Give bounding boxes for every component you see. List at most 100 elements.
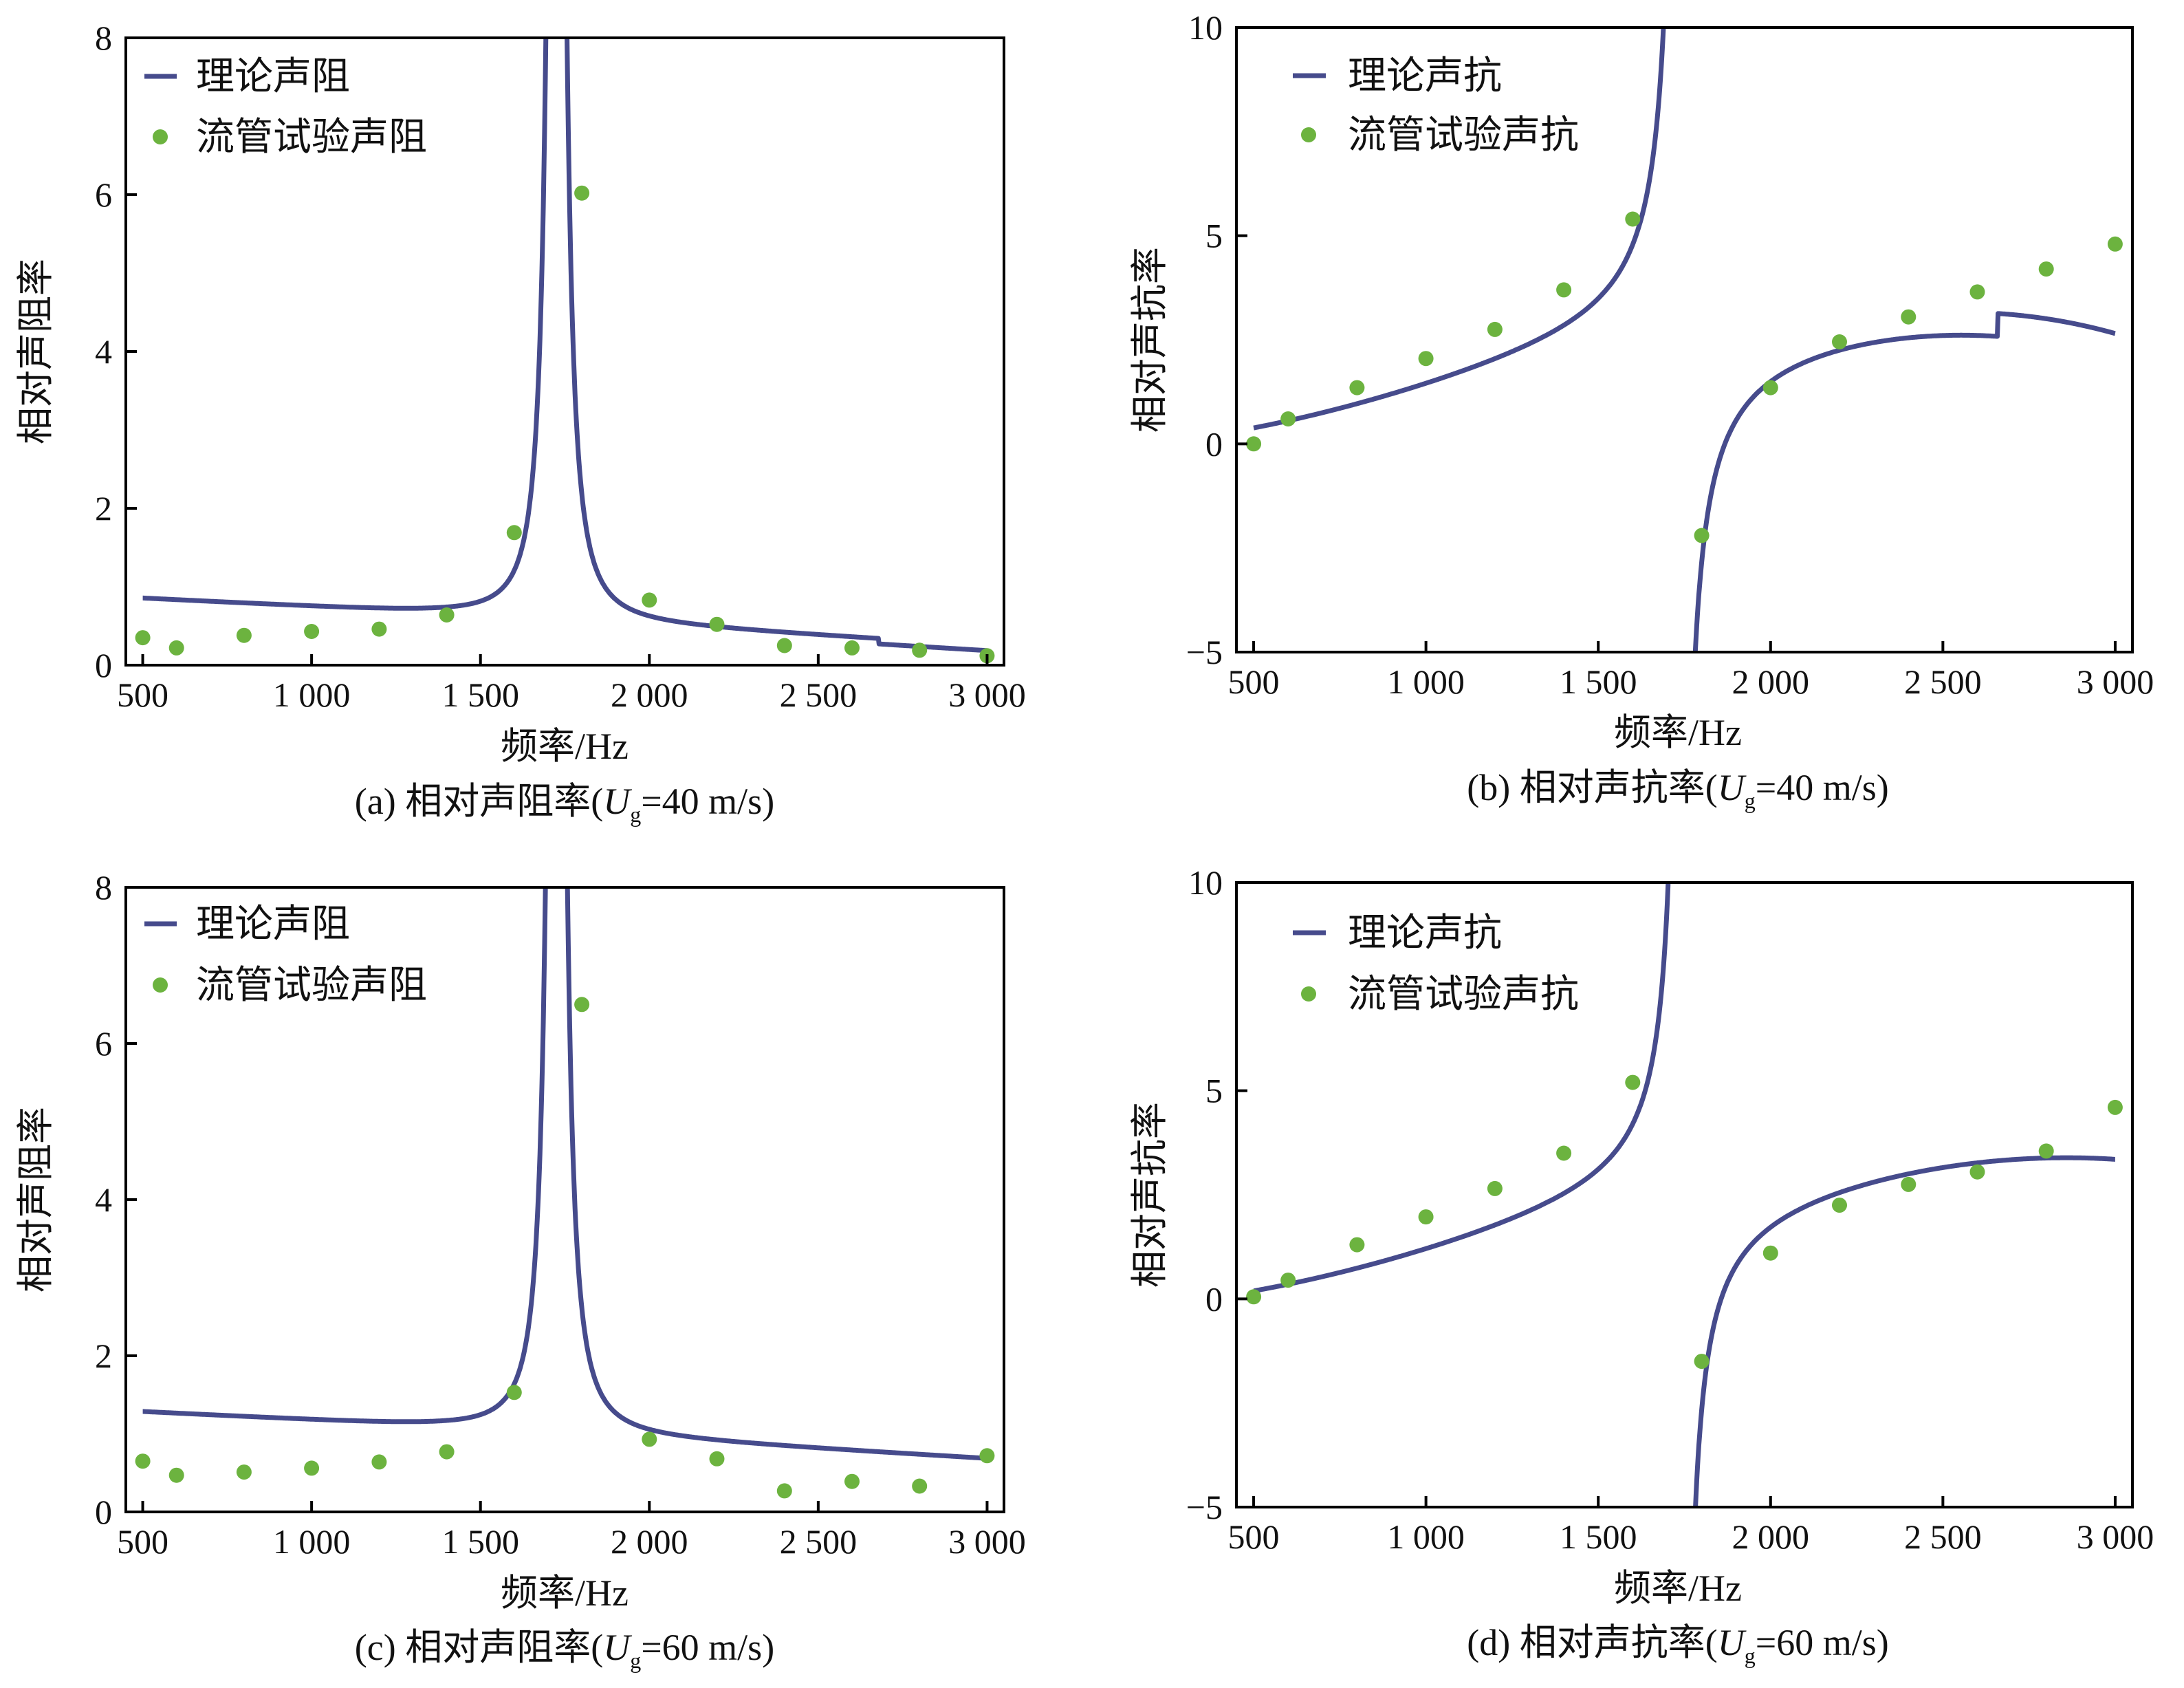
x-tick-label-a-0: 500 xyxy=(117,675,168,714)
experiment-point-a-1 xyxy=(168,640,184,656)
theory-curve-d-seg-1 xyxy=(1693,1155,2117,1507)
x-tick-label-b-4: 2 500 xyxy=(1904,662,1982,701)
y-axis-label-a: 相对声阻率 xyxy=(15,259,56,444)
experiment-point-b-0 xyxy=(1246,436,1262,452)
experiment-point-d-9 xyxy=(1832,1198,1847,1213)
theory-curve-c-seg-0 xyxy=(141,887,989,1461)
x-tick-label-a-4: 2 500 xyxy=(780,675,858,714)
x-tick-label-a-3: 2 000 xyxy=(611,675,688,714)
x-tick-label-d-2: 1 500 xyxy=(1560,1517,1637,1556)
x-tick-label-a-2: 1 500 xyxy=(441,675,519,714)
experiment-point-d-3 xyxy=(1418,1209,1434,1225)
experiment-point-b-7 xyxy=(1694,528,1710,543)
x-tick-label-b-0: 500 xyxy=(1228,662,1280,701)
tick-layer-a: 500 1 000 1 500 2 000 2 500 3 000 0 2 4 6 8 xyxy=(95,19,1026,714)
tick-layer-d: 500 1 000 1 500 2 000 2 500 3 000 −5 0 5 10 xyxy=(1186,863,2154,1556)
caption-c: (c) 相对声阻率(Ug=60 m/s) xyxy=(355,1627,774,1673)
y-tick-label-d-0: −5 xyxy=(1186,1488,1223,1526)
x-tick-label-b-2: 1 500 xyxy=(1560,662,1637,701)
experiment-point-d-10 xyxy=(1901,1176,1917,1192)
y-tick-label-a-3: 6 xyxy=(95,175,112,214)
experiment-point-a-10 xyxy=(776,638,792,653)
x-axis-label-a: 频率/Hz xyxy=(501,726,629,767)
x-tick-label-b-1: 1 000 xyxy=(1387,662,1465,701)
experiment-point-a-8 xyxy=(642,592,657,608)
experiment-point-d-0 xyxy=(1246,1289,1262,1305)
experiment-point-d-1 xyxy=(1280,1273,1296,1288)
y-tick-label-c-3: 6 xyxy=(95,1024,112,1063)
experiment-point-c-8 xyxy=(642,1431,657,1447)
x-tick-label-d-3: 2 000 xyxy=(1732,1517,1810,1556)
y-tick-label-a-2: 4 xyxy=(95,332,112,371)
series-layer-a xyxy=(135,38,995,664)
experiment-point-b-5 xyxy=(1556,282,1572,298)
panel-c: 500 1 000 1 500 2 000 2 500 3 000 0 2 4 6 8 理论声阻 流… xyxy=(15,868,1026,1673)
plot-frame-d xyxy=(1235,881,2134,1508)
experiment-point-c-0 xyxy=(135,1453,151,1469)
experiment-point-c-12 xyxy=(912,1478,928,1494)
experiment-point-b-6 xyxy=(1625,211,1641,227)
x-tick-label-d-4: 2 500 xyxy=(1904,1517,1982,1556)
y-tick-label-c-4: 8 xyxy=(95,868,112,907)
experiment-point-a-4 xyxy=(371,621,387,637)
x-axis-label-d: 频率/Hz xyxy=(1614,1568,1742,1609)
y-tick-label-a-1: 2 xyxy=(95,489,112,528)
legend-theory-label-a: 理论声阻 xyxy=(196,56,350,98)
experiment-point-b-2 xyxy=(1349,380,1365,396)
experiment-point-a-2 xyxy=(236,627,252,643)
y-tick-label-b-1: 0 xyxy=(1205,424,1223,463)
legend-a: 理论声阻 流管试验声阻 xyxy=(144,56,427,159)
x-tick-label-d-0: 500 xyxy=(1228,1517,1280,1556)
experiment-point-c-4 xyxy=(371,1454,387,1470)
legend-experiment-label-d: 流管试验声抗 xyxy=(1348,973,1579,1016)
x-tick-label-a-5: 3 000 xyxy=(948,675,1026,714)
x-tick-label-d-5: 3 000 xyxy=(2077,1517,2154,1556)
panel-a: 500 1 000 1 500 2 000 2 500 3 000 0 2 4 6 8 理论声阻 流… xyxy=(15,19,1026,827)
experiment-point-b-11 xyxy=(1969,284,1985,300)
caption-d: (d) 相对声抗率(Ug=60 m/s) xyxy=(1467,1622,1888,1668)
x-tick-label-c-4: 2 500 xyxy=(780,1522,858,1561)
caption-b: (b) 相对声抗率(Ug=40 m/s) xyxy=(1467,767,1888,813)
y-axis-label-c: 相对声阻率 xyxy=(15,1107,56,1292)
y-axis-label-b: 相对声抗率 xyxy=(1129,247,1170,433)
series-layer-c xyxy=(135,887,995,1499)
experiment-point-c-6 xyxy=(506,1385,522,1400)
experiment-point-a-9 xyxy=(709,616,725,632)
experiment-point-d-5 xyxy=(1556,1145,1572,1161)
legend-theory-label-b: 理论声抗 xyxy=(1348,55,1502,98)
experiment-point-b-13 xyxy=(2107,236,2123,252)
experiment-point-b-3 xyxy=(1418,351,1434,367)
legend-experiment-marker-a xyxy=(153,129,168,144)
plot-frame-b xyxy=(1235,26,2134,653)
experiment-point-b-8 xyxy=(1762,380,1778,396)
experiment-point-a-11 xyxy=(844,640,860,656)
experiment-point-c-10 xyxy=(776,1483,792,1499)
theory-curve-a-seg-0 xyxy=(141,38,989,653)
experiment-point-c-11 xyxy=(844,1473,860,1489)
x-tick-label-c-1: 1 000 xyxy=(273,1522,351,1561)
experiment-point-b-9 xyxy=(1832,334,1847,349)
x-tick-label-d-1: 1 000 xyxy=(1387,1517,1465,1556)
x-tick-label-b-3: 2 000 xyxy=(1732,662,1810,701)
x-tick-label-c-3: 2 000 xyxy=(611,1522,688,1561)
experiment-point-c-1 xyxy=(168,1467,184,1483)
legend-experiment-marker-d xyxy=(1301,986,1316,1002)
series-layer-b xyxy=(1246,28,2123,652)
legend-experiment-label-b: 流管试验声抗 xyxy=(1348,114,1579,157)
experiment-point-b-1 xyxy=(1280,411,1296,426)
experiment-point-d-4 xyxy=(1487,1180,1503,1196)
experiment-point-a-7 xyxy=(574,185,590,201)
legend-theory-label-c: 理论声阻 xyxy=(196,903,350,946)
experiment-point-d-11 xyxy=(1969,1164,1985,1180)
y-tick-label-b-2: 5 xyxy=(1205,217,1223,255)
experiment-point-d-7 xyxy=(1694,1354,1710,1370)
x-tick-label-b-5: 3 000 xyxy=(2077,662,2154,701)
tick-layer-b: 500 1 000 1 500 2 000 2 500 3 000 −5 0 5 10 xyxy=(1186,8,2154,701)
y-tick-label-d-1: 0 xyxy=(1205,1279,1223,1318)
experiment-point-d-13 xyxy=(2107,1099,2123,1115)
legend-experiment-marker-c xyxy=(153,977,168,993)
experiment-point-a-5 xyxy=(439,607,455,623)
x-tick-label-c-0: 500 xyxy=(117,1522,168,1561)
experiment-point-a-3 xyxy=(304,624,320,639)
experiment-point-d-12 xyxy=(2038,1143,2054,1159)
